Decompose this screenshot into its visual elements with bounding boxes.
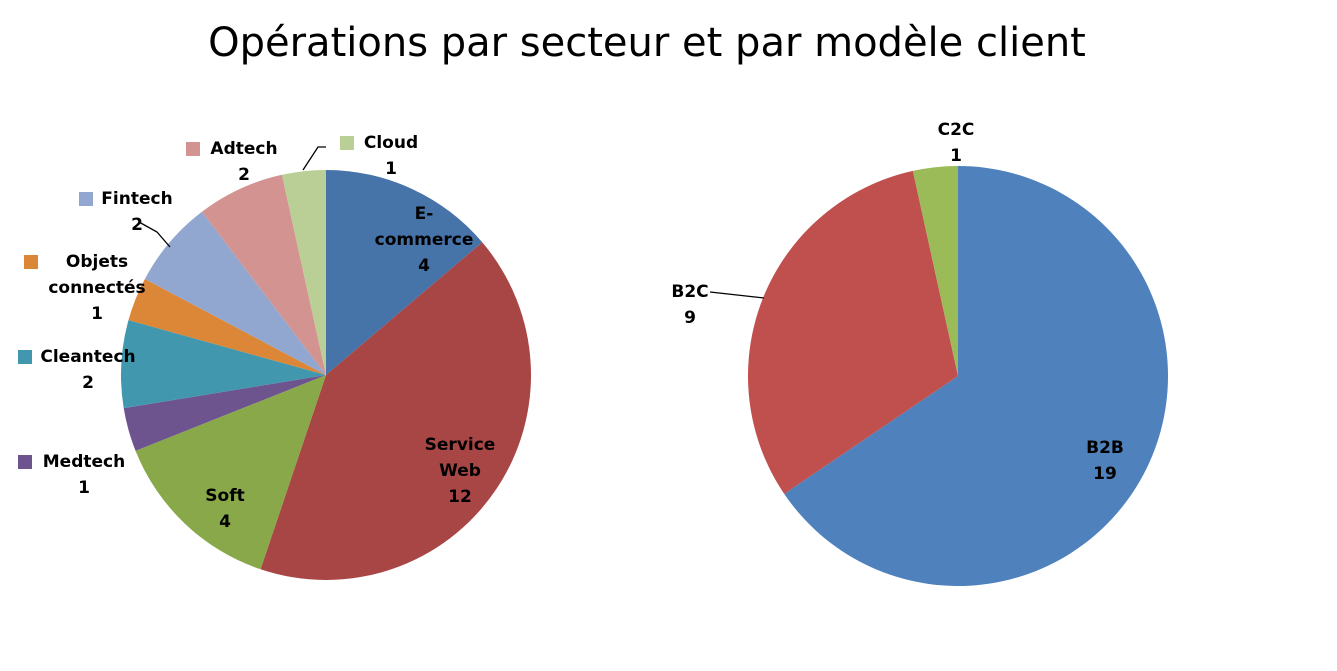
data-label-category: Cleantech bbox=[40, 347, 135, 367]
slice-adtech bbox=[201, 174, 326, 375]
data-label-b2c: B2C 9 bbox=[671, 282, 765, 328]
data-label-category: Adtech bbox=[210, 139, 277, 159]
chart-title: Opérations par secteur et par modèle cli… bbox=[208, 20, 1086, 66]
data-label-b2b: B2B 19 bbox=[1086, 438, 1124, 484]
data-label-text: Cleantech 2 bbox=[40, 347, 135, 393]
data-label-value: 19 bbox=[1093, 464, 1117, 484]
legend-key-cleantech bbox=[18, 350, 32, 364]
data-label-value: 12 bbox=[448, 487, 472, 507]
data-label-soft: Soft 4 bbox=[205, 486, 244, 532]
slice-b2c bbox=[748, 170, 958, 494]
data-label-category: C2C bbox=[938, 120, 975, 140]
legend-key-cloud bbox=[340, 136, 354, 150]
leader-line bbox=[709, 291, 765, 299]
data-label-medtech: Medtech 1 bbox=[18, 452, 125, 498]
slice-medtech bbox=[123, 375, 326, 451]
data-label-text: Objets connectés 1 bbox=[48, 252, 145, 324]
data-label-category: connectés bbox=[48, 278, 145, 298]
slice-cloud bbox=[281, 170, 326, 375]
data-label-text: B2C 9 bbox=[671, 282, 708, 328]
legend-key-objets-connectes bbox=[24, 255, 38, 269]
leader-line bbox=[302, 146, 326, 171]
data-label-value: 9 bbox=[684, 308, 696, 328]
data-label-e-commerce: E-commerce 4 bbox=[375, 204, 474, 276]
data-label-category: B2C bbox=[671, 282, 708, 302]
legend-key-adtech bbox=[186, 142, 200, 156]
data-label-value: 1 bbox=[91, 304, 103, 324]
data-label-adtech: Adtech 2 bbox=[186, 139, 278, 185]
data-label-value: 4 bbox=[418, 256, 430, 276]
data-label-text: Soft 4 bbox=[205, 486, 244, 532]
data-label-text: Cloud 1 bbox=[364, 133, 418, 179]
legend-key-medtech bbox=[18, 455, 32, 469]
slice-service-web bbox=[260, 242, 531, 580]
data-label-category: commerce bbox=[375, 230, 474, 250]
slice-fintech bbox=[144, 211, 326, 375]
data-label-text: Adtech 2 bbox=[210, 139, 277, 185]
data-label-category: B2B bbox=[1086, 438, 1124, 458]
slice-cleantech bbox=[120, 320, 326, 409]
data-label-cleantech: Cleantech 2 bbox=[18, 347, 136, 393]
data-label-category: Medtech bbox=[43, 452, 125, 472]
data-label-category: Soft bbox=[205, 486, 244, 506]
leader-line bbox=[138, 221, 171, 248]
data-label-text: Service Web 12 bbox=[425, 435, 496, 507]
data-label-cloud: Cloud 1 bbox=[302, 133, 418, 179]
data-label-value: 2 bbox=[131, 215, 143, 235]
slice-e-commerce bbox=[326, 170, 483, 375]
data-label-value: 1 bbox=[385, 159, 397, 179]
data-label-value: 2 bbox=[82, 373, 94, 393]
data-label-text: Fintech 2 bbox=[101, 189, 172, 235]
data-label-objets-connectes: Objets connectés 1 bbox=[24, 252, 146, 324]
data-label-category: Fintech bbox=[101, 189, 172, 209]
data-label-category: Cloud bbox=[364, 133, 418, 153]
data-label-category: Web bbox=[439, 461, 481, 481]
data-label-text: C2C 1 bbox=[938, 120, 975, 166]
data-label-text: B2B 19 bbox=[1086, 438, 1124, 484]
slice-b2b bbox=[784, 166, 1169, 586]
data-label-value: 1 bbox=[78, 478, 90, 498]
data-label-value: 1 bbox=[950, 146, 962, 166]
data-label-category: E- bbox=[415, 204, 434, 224]
data-label-text: E-commerce 4 bbox=[375, 204, 474, 276]
data-label-service-web: Service Web 12 bbox=[425, 435, 496, 507]
data-label-category: Service bbox=[425, 435, 496, 455]
data-label-value: 4 bbox=[219, 512, 231, 532]
data-label-c2c: C2C 1 bbox=[938, 120, 975, 166]
slice-soft bbox=[135, 375, 326, 570]
slice-objets-connectes bbox=[128, 278, 326, 375]
data-label-text: Medtech 1 bbox=[43, 452, 125, 498]
legend-key-fintech bbox=[79, 192, 93, 206]
data-label-fintech: Fintech 2 bbox=[79, 189, 173, 248]
data-label-value: 2 bbox=[238, 165, 250, 185]
data-label-category: Objets bbox=[66, 252, 128, 272]
slice-c2c bbox=[912, 166, 958, 376]
